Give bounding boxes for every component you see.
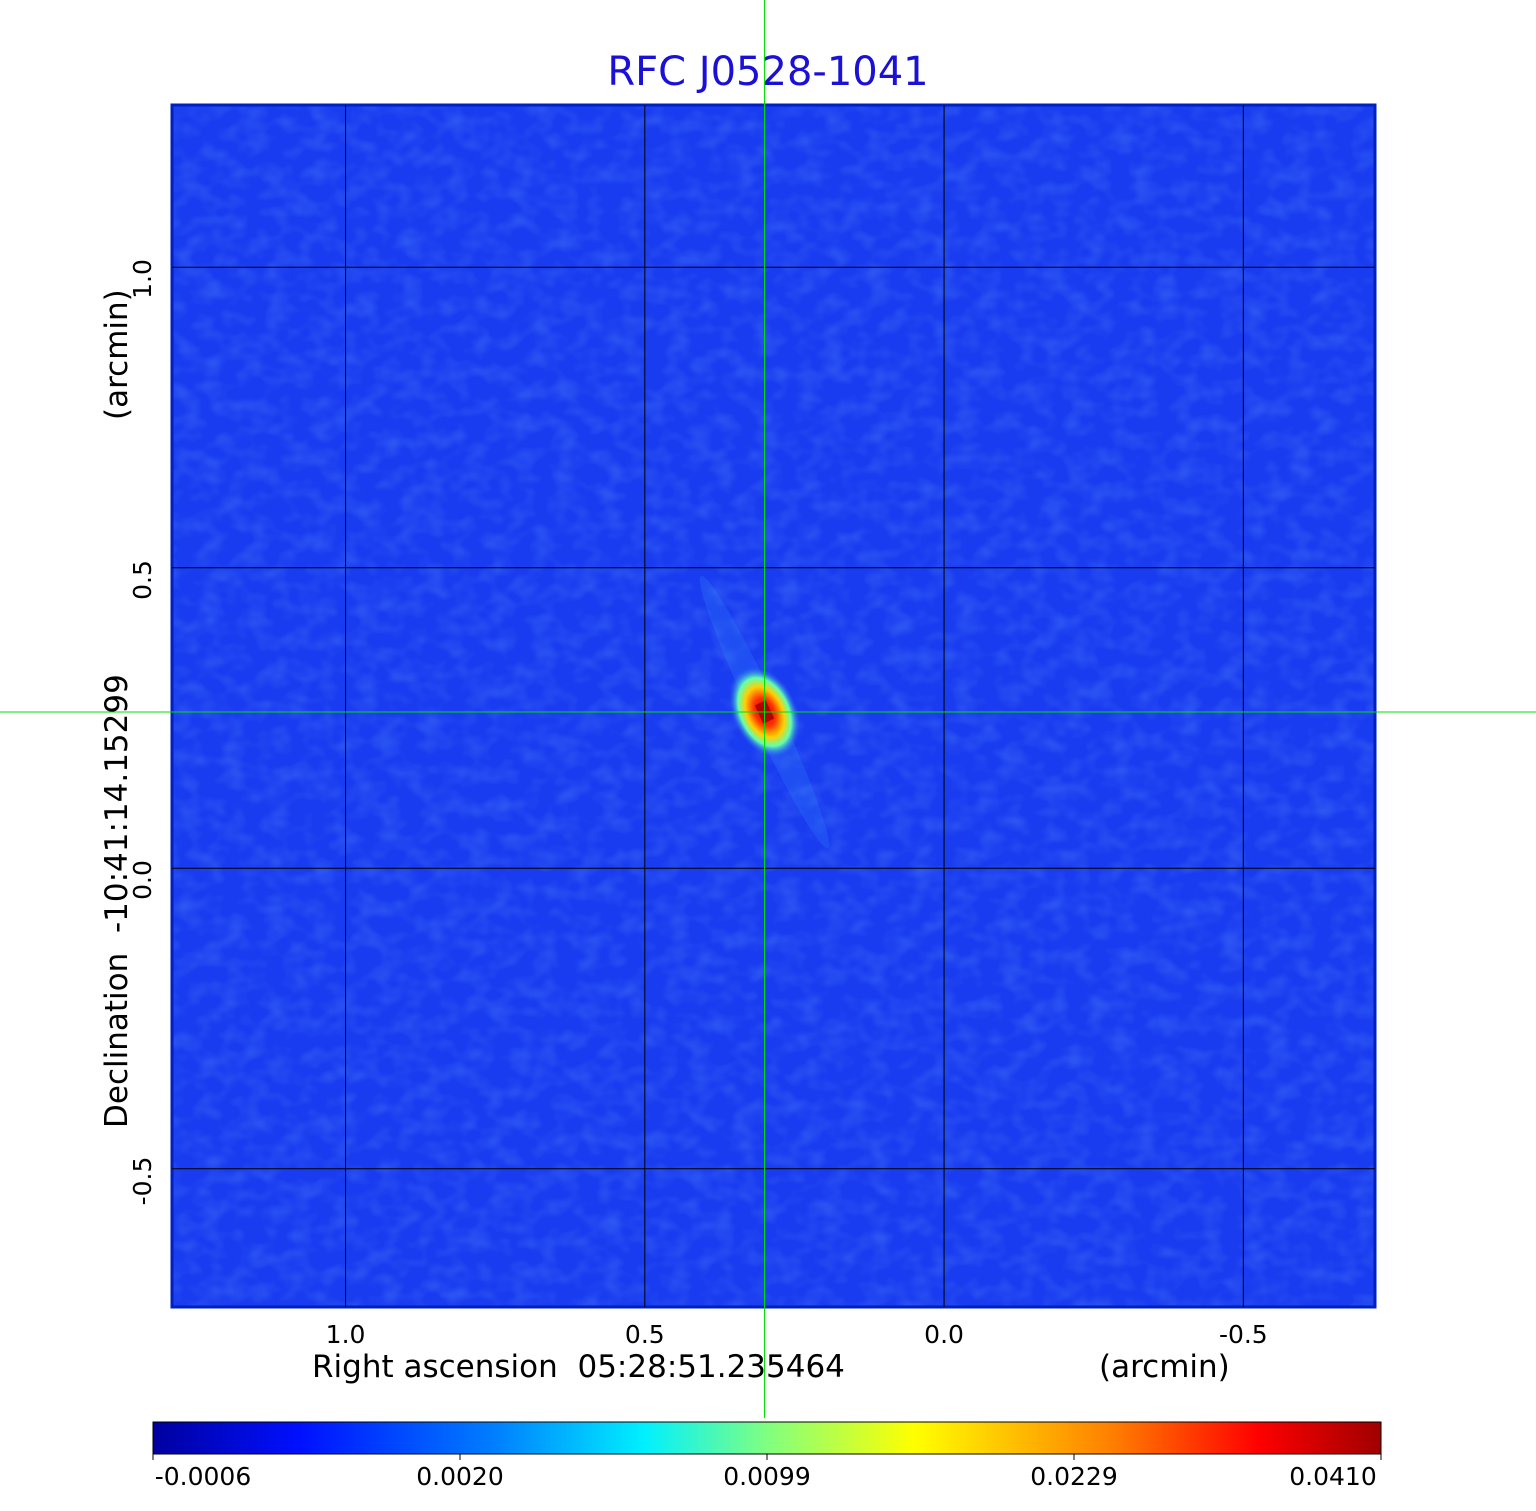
x-tick-label: 0.0: [924, 1320, 964, 1349]
colorbar-ticks: [152, 1454, 1382, 1460]
x-axis-label: Right ascension 05:28:51.235464: [312, 1349, 845, 1385]
colorbar-label: 0.0099: [723, 1462, 811, 1491]
chart-title: RFC J0528-1041: [607, 49, 929, 95]
x-tick-label: -0.5: [1218, 1320, 1268, 1349]
crosshair: [0, 0, 1536, 1418]
x-tick-label: 1.0: [325, 1320, 366, 1349]
colorbar-label: 0.0020: [416, 1462, 504, 1491]
grid-lines: [172, 105, 1375, 1307]
x-axis-unit: (arcmin): [1099, 1349, 1230, 1385]
colorbar: [152, 1421, 1382, 1455]
y-axis-label: Declination -10:41:14.15299: [99, 674, 135, 1128]
colorbar-label: 0.0410: [1289, 1462, 1377, 1491]
y-axis-unit: (arcmin): [99, 289, 135, 420]
colorbar-label: 0.0229: [1030, 1462, 1118, 1491]
colorbar-label: -0.0006: [154, 1462, 252, 1491]
x-tick-label: 0.5: [624, 1320, 665, 1349]
